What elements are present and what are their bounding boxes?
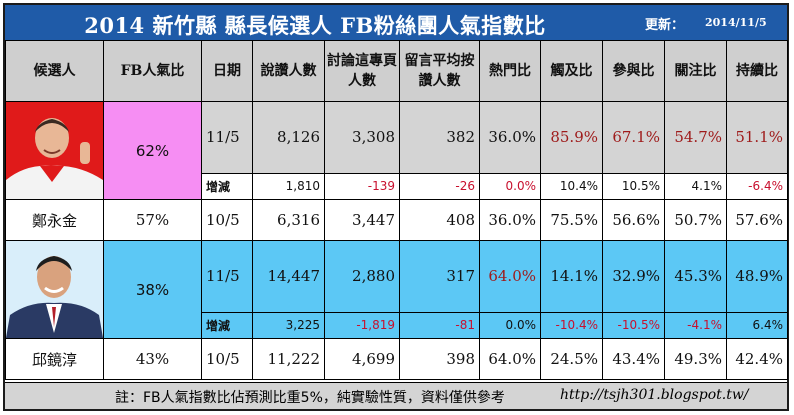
- comment-likes-diff: -81: [399, 311, 480, 340]
- diff-label: 增減: [201, 172, 253, 201]
- fb-ratio-prev-2: 43%: [103, 338, 202, 380]
- date-cell: 10/5: [201, 338, 253, 380]
- table-row: 邱鏡淳 43% 10/5 11,222 4,699 398 64.0% 24.5…: [5, 338, 788, 380]
- date-cell: 11/5: [201, 240, 253, 313]
- col-header-talking: 討論這專頁人數: [324, 40, 400, 102]
- fb-ratio-prev-1: 57%: [103, 199, 202, 241]
- col-header-date: 日期: [201, 40, 253, 102]
- engage-diff: -10.5%: [602, 311, 665, 340]
- table-row: 增減 3,225 -1,819 -81 0.0% -10.4% -10.5% -…: [6, 311, 788, 340]
- table-row: 增減 1,810 -139 -26 0.0% 10.4% 10.5% 4.1% …: [6, 172, 788, 201]
- retention-cell: 48.9%: [726, 240, 788, 313]
- talking-cell: 3,308: [324, 101, 400, 174]
- hot-cell: 64.0%: [479, 240, 541, 313]
- title-bar: 2014 新竹縣 縣長候選人 FB粉絲團人氣指數比 更新： 2014/11/5: [5, 5, 787, 40]
- retention-cell: 57.6%: [726, 199, 788, 241]
- reach-cell: 85.9%: [540, 101, 603, 174]
- hot-diff: 0.0%: [479, 172, 541, 201]
- col-header-candidate: 候選人: [5, 40, 104, 102]
- date-cell: 10/5: [201, 199, 253, 241]
- talking-diff: -139: [324, 172, 400, 201]
- col-header-retention: 持續比: [726, 40, 788, 102]
- likes-cell: 11,222: [252, 338, 325, 380]
- attention-cell: 45.3%: [664, 240, 727, 313]
- retention-diff: 6.4%: [726, 311, 788, 340]
- col-header-reach: 觸及比: [540, 40, 603, 102]
- updated-label: 更新：: [645, 18, 685, 33]
- fb-ratio-current-2: 38%: [103, 240, 202, 339]
- engage-cell: 32.9%: [602, 240, 665, 313]
- hot-cell: 36.0%: [479, 199, 541, 241]
- updated-date: 2014/11/5: [705, 16, 767, 29]
- comment-likes-diff: -26: [399, 172, 480, 201]
- date-cell: 11/5: [201, 101, 253, 174]
- comment-likes-cell: 398: [399, 338, 480, 380]
- attention-cell: 54.7%: [664, 101, 727, 174]
- likes-cell: 6,316: [252, 199, 325, 241]
- engage-cell: 67.1%: [602, 101, 665, 174]
- page-title: 2014 新竹縣 縣長候選人 FB粉絲團人氣指數比: [84, 13, 546, 38]
- blog-link[interactable]: http://tsjh301.blogspot.tw/: [560, 387, 749, 403]
- table-row: 38% 11/5 14,447 2,880 317 64.0% 14.1% 32…: [5, 240, 788, 339]
- footer-note: 註：FB人氣指數比佔預測比重5%，純實驗性質，資料僅供參考: [115, 390, 505, 406]
- chart-frame: 2014 新竹縣 縣長候選人 FB粉絲團人氣指數比 更新： 2014/11/5 …: [3, 3, 789, 411]
- talking-cell: 2,880: [324, 240, 400, 313]
- comment-likes-cell: 408: [399, 199, 480, 241]
- likes-diff: 1,810: [252, 172, 325, 201]
- likes-diff: 3,225: [252, 311, 325, 340]
- attention-diff: -4.1%: [664, 311, 727, 340]
- candidate-photo-1: [6, 102, 103, 199]
- reach-cell: 24.5%: [540, 338, 603, 380]
- candidate-name-2: 邱鏡淳: [5, 338, 104, 380]
- col-header-engage: 參與比: [602, 40, 665, 102]
- engage-diff: 10.5%: [602, 172, 665, 201]
- candidate-photo-2: [6, 241, 103, 338]
- hot-diff: 0.0%: [479, 311, 541, 340]
- talking-cell: 3,447: [324, 199, 400, 241]
- comment-likes-cell: 382: [399, 101, 480, 174]
- col-header-fb-ratio: FB人氣比: [103, 40, 202, 102]
- retention-cell: 51.1%: [726, 101, 788, 174]
- comment-likes-cell: 317: [399, 240, 480, 313]
- header-row: 候選人 FB人氣比 日期 說讚人數 討論這專頁人數 留言平均按讚人數 熱門比 觸…: [5, 40, 788, 102]
- likes-cell: 14,447: [252, 240, 325, 313]
- col-header-attention: 關注比: [664, 40, 727, 102]
- engage-cell: 43.4%: [602, 338, 665, 380]
- col-header-comment-likes: 留言平均按讚人數: [399, 40, 480, 102]
- table-row: 62% 11/5 8,126 3,308 382 36.0% 85.9% 67.…: [5, 101, 788, 200]
- fb-ratio-current-1: 62%: [103, 101, 202, 200]
- reach-diff: 10.4%: [540, 172, 603, 201]
- avatar: [5, 101, 104, 200]
- hot-cell: 64.0%: [479, 338, 541, 380]
- stats-table: 候選人 FB人氣比 日期 說讚人數 討論這專頁人數 留言平均按讚人數 熱門比 觸…: [5, 40, 788, 380]
- hot-cell: 36.0%: [479, 101, 541, 174]
- col-header-likes: 說讚人數: [252, 40, 325, 102]
- reach-diff: -10.4%: [540, 311, 603, 340]
- reach-cell: 75.5%: [540, 199, 603, 241]
- engage-cell: 56.6%: [602, 199, 665, 241]
- table-row: 鄭永金 57% 10/5 6,316 3,447 408 36.0% 75.5%…: [5, 199, 788, 241]
- reach-cell: 14.1%: [540, 240, 603, 313]
- talking-cell: 4,699: [324, 338, 400, 380]
- avatar: [5, 240, 104, 339]
- diff-label: 增減: [201, 311, 253, 340]
- retention-cell: 42.4%: [726, 338, 788, 380]
- likes-cell: 8,126: [252, 101, 325, 174]
- candidate-name-1: 鄭永金: [5, 199, 104, 241]
- footer: 註：FB人氣指數比佔預測比重5%，純實驗性質，資料僅供參考 http://tsj…: [5, 382, 787, 409]
- attention-cell: 49.3%: [664, 338, 727, 380]
- retention-diff: -6.4%: [726, 172, 788, 201]
- col-header-hot: 熱門比: [479, 40, 541, 102]
- talking-diff: -1,819: [324, 311, 400, 340]
- attention-diff: 4.1%: [664, 172, 727, 201]
- attention-cell: 50.7%: [664, 199, 727, 241]
